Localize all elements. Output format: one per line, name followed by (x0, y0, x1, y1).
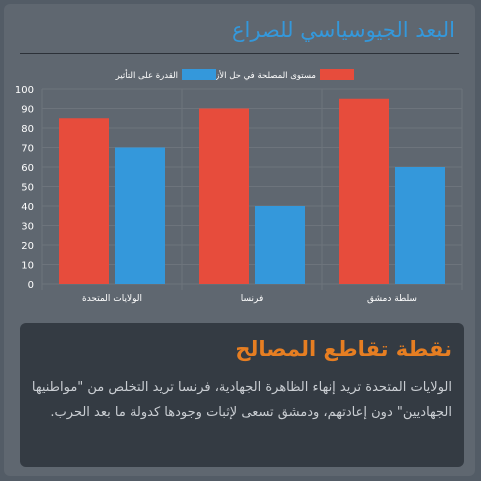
y-tick-label: 0 (28, 280, 34, 291)
y-axis-ticks: 0 10 20 30 40 50 60 70 80 90 100 (15, 85, 34, 291)
legend-swatch (320, 69, 354, 80)
y-tick-label: 40 (21, 202, 34, 213)
bar-chart: 0 10 20 30 40 50 60 70 80 90 100 الولايات المتحدة ف… (15, 69, 463, 304)
y-tick-label: 60 (21, 163, 34, 174)
legend-swatch (182, 69, 216, 80)
bar (115, 147, 165, 284)
chart-grid (41, 88, 463, 290)
y-tick-label: 10 (21, 261, 34, 272)
chart-legend: مستوى المصلحة في حل الأزمة القدرة على الت… (115, 69, 354, 81)
x-tick-label: سلطة دمشق (367, 294, 417, 304)
x-axis-ticks: الولايات المتحدة فرنسا سلطة دمشق (82, 294, 417, 304)
bar (339, 98, 389, 284)
y-tick-label: 30 (21, 222, 34, 233)
bar (59, 118, 109, 284)
insight-card: نقطة تقاطع المصالح الولايات المتحدة تريد… (20, 323, 464, 467)
bar (255, 206, 305, 284)
y-tick-label: 100 (15, 85, 34, 96)
legend-label: القدرة على التأثير (115, 69, 178, 81)
y-tick-label: 50 (21, 183, 34, 194)
y-tick-label: 90 (21, 105, 34, 116)
legend-label: مستوى المصلحة في حل الأزمة (206, 70, 316, 81)
y-tick-label: 20 (21, 241, 34, 252)
y-tick-label: 80 (21, 124, 34, 135)
bar (199, 108, 249, 284)
chart-bars (59, 98, 445, 284)
x-tick-label: فرنسا (241, 294, 264, 304)
x-tick-label: الولايات المتحدة (82, 294, 142, 304)
insight-title: نقطة تقاطع المصالح (235, 337, 452, 361)
bar (395, 167, 445, 284)
content-panel: البعد الجيوسياسي للصراع 0 10 20 30 40 50 60 70 8… (4, 4, 475, 476)
insight-text: الولايات المتحدة تريد إنهاء الظاهرة الجه… (31, 380, 452, 420)
heading-divider (20, 53, 459, 54)
y-tick-label: 70 (21, 144, 34, 155)
section-heading: البعد الجيوسياسي للصراع (232, 18, 455, 42)
